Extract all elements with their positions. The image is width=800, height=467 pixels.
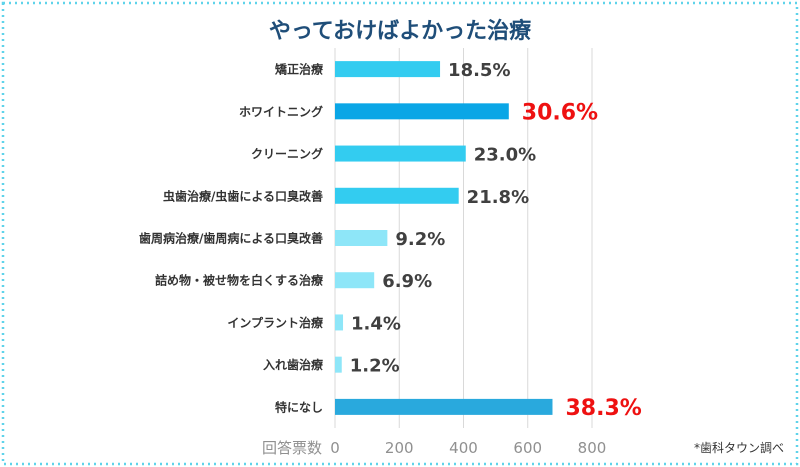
data-label: 21.8% — [467, 187, 529, 208]
bar — [335, 230, 388, 246]
bar — [335, 398, 553, 415]
data-label: 30.6% — [522, 100, 598, 125]
bar — [335, 145, 466, 162]
bar — [335, 272, 375, 289]
bar — [335, 187, 459, 204]
data-label: 38.3% — [565, 396, 641, 421]
category-label: 歯周病治療/歯周病による口臭改善 — [139, 231, 323, 246]
bars — [335, 61, 553, 415]
category-label: 特になし — [275, 399, 323, 414]
data-label: 9.2% — [395, 229, 445, 250]
category-label: 虫歯治療/虫歯による口臭改善 — [163, 188, 323, 203]
bar — [335, 61, 441, 78]
data-label: 18.5% — [448, 60, 510, 81]
category-label: 詰め物・被せ物を白くする治療 — [155, 273, 323, 288]
x-tick-label: 200 — [385, 439, 414, 457]
data-label: 23.0% — [474, 145, 536, 166]
category-label: 矯正治療 — [274, 62, 323, 77]
bar — [335, 103, 509, 120]
bar — [335, 356, 342, 373]
category-label: インプラント治療 — [227, 315, 323, 330]
chart-title: やっておけばよかった治療 — [269, 18, 531, 44]
x-tick-labels: 0 200 400 600 800 — [330, 439, 606, 457]
category-label: ホワイトニング — [239, 104, 323, 119]
category-label: クリーニング — [251, 146, 323, 161]
data-label: 6.9% — [382, 271, 432, 292]
bar — [335, 314, 344, 331]
x-tick-label: 400 — [449, 439, 478, 457]
data-label: 1.4% — [351, 313, 401, 334]
x-tick-label: 800 — [578, 439, 607, 457]
x-tick-label: 600 — [513, 439, 542, 457]
data-labels: 18.5% 30.6% 23.0% 21.8% 9.2% 6.9% 1.4% 1.2% 38.3… — [350, 60, 642, 421]
category-labels: 矯正治療ホワイトニングクリーニング虫歯治療/虫歯による口臭改善歯周病治療/歯周病… — [139, 62, 323, 415]
x-tick-label: 0 — [330, 439, 340, 457]
x-axis-label: 回答票数 — [262, 439, 322, 457]
source-note: *歯科タウン調べ — [694, 441, 784, 455]
category-label: 入れ歯治療 — [263, 357, 323, 372]
data-label: 1.2% — [350, 356, 400, 377]
